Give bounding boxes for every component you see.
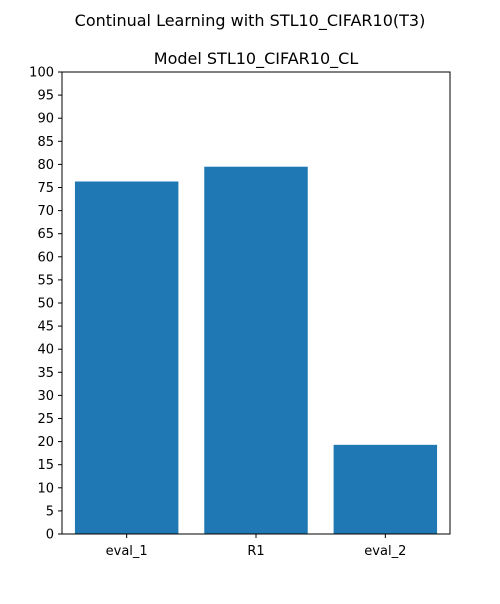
x-tick-label-eval_2: eval_2 [364,544,406,559]
y-tick-label-100: 100 [29,66,54,81]
y-tick-label-65: 65 [37,227,54,242]
y-tick-label-55: 55 [37,273,54,288]
plot-frame [61,71,451,535]
x-tick-label-R1: R1 [247,544,264,559]
y-tick-label-90: 90 [37,112,54,127]
y-tick-label-85: 85 [37,135,54,150]
y-axis: 0 5 10 15 20 25 30 35 40 45 50 55 60 65 70 75 80 85 90 95 10… [29,66,62,543]
y-tick-label-5: 5 [46,504,54,519]
y-tick-label-60: 60 [37,250,54,265]
y-tick-label-25: 25 [37,412,54,427]
x-axis: eval_1 R1 eval_2 [106,534,406,559]
y-tick-label-70: 70 [37,204,54,219]
y-tick-label-15: 15 [37,458,54,473]
y-tick-label-80: 80 [37,158,54,173]
y-tick-label-0: 0 [46,528,54,543]
y-tick-label-50: 50 [37,297,54,312]
y-tick-label-45: 45 [37,320,54,335]
chart-title: Model STL10_CIFAR10_CL [154,49,359,69]
x-tick-label-eval_1: eval_1 [106,544,148,559]
y-tick-label-20: 20 [37,435,54,450]
y-tick-label-40: 40 [37,343,54,358]
bar-eval_2 [333,444,438,534]
bar-eval_1 [74,181,179,534]
bars-group [74,166,438,534]
y-tick-label-30: 30 [37,389,54,404]
figure-suptitle: Continual Learning with STL10_CIFAR10(T3… [75,11,426,31]
y-tick-label-10: 10 [37,481,54,496]
y-tick-label-35: 35 [37,366,54,381]
y-tick-label-75: 75 [37,181,54,196]
bar-R1 [204,166,308,534]
y-tick-label-95: 95 [37,89,54,104]
